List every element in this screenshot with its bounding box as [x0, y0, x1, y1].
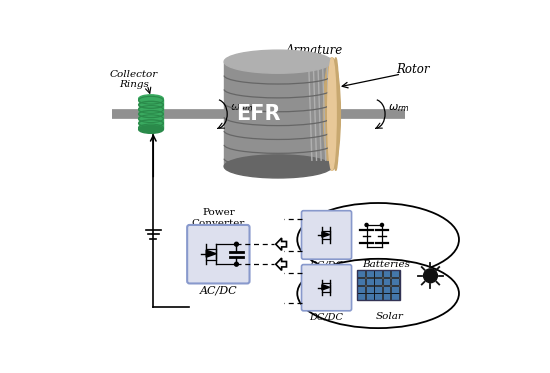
Circle shape	[365, 223, 368, 226]
Bar	[375, 278, 382, 285]
Ellipse shape	[323, 58, 340, 170]
Polygon shape	[322, 285, 329, 290]
Bar	[224, 62, 332, 166]
Text: Rotor: Rotor	[396, 63, 430, 76]
Circle shape	[234, 262, 238, 266]
Bar	[366, 286, 373, 293]
Bar	[139, 99, 163, 129]
Bar	[391, 270, 399, 277]
Ellipse shape	[139, 95, 163, 103]
Ellipse shape	[333, 58, 339, 170]
FancyBboxPatch shape	[301, 211, 351, 259]
Bar	[358, 294, 365, 300]
Bar	[383, 286, 390, 293]
Ellipse shape	[139, 115, 163, 122]
Bar	[366, 278, 373, 285]
Text: DC/DC: DC/DC	[310, 312, 344, 321]
Ellipse shape	[139, 126, 163, 133]
Bar	[391, 286, 399, 293]
Bar	[366, 270, 373, 277]
Bar	[356, 270, 400, 300]
Text: $\omega_{rm}$: $\omega_{rm}$	[388, 102, 410, 114]
Polygon shape	[276, 258, 287, 270]
Ellipse shape	[139, 106, 163, 113]
Bar	[358, 286, 365, 293]
Ellipse shape	[297, 259, 459, 328]
Text: Batteries: Batteries	[362, 260, 410, 269]
Ellipse shape	[224, 155, 332, 178]
Text: EFR: EFR	[236, 104, 281, 124]
Text: AC/DC: AC/DC	[200, 285, 237, 295]
Bar	[383, 278, 390, 285]
Circle shape	[381, 223, 383, 226]
Circle shape	[234, 242, 238, 246]
Bar	[375, 286, 382, 293]
Text: Power
Converter: Power Converter	[191, 208, 245, 228]
Text: DC/DC: DC/DC	[310, 260, 344, 269]
Ellipse shape	[328, 58, 336, 170]
Text: Armature: Armature	[287, 44, 344, 57]
Polygon shape	[206, 250, 216, 257]
Bar	[366, 294, 373, 300]
Circle shape	[424, 269, 437, 283]
Bar	[358, 278, 365, 285]
Bar	[375, 270, 382, 277]
Bar	[391, 278, 399, 285]
Polygon shape	[276, 238, 287, 250]
Bar	[383, 294, 390, 300]
Ellipse shape	[139, 96, 163, 104]
Text: Solar: Solar	[376, 312, 404, 321]
FancyBboxPatch shape	[301, 264, 351, 311]
Bar	[383, 270, 390, 277]
Ellipse shape	[224, 50, 332, 73]
Ellipse shape	[139, 124, 163, 132]
Bar	[375, 294, 382, 300]
Ellipse shape	[297, 203, 459, 276]
Bar	[358, 270, 365, 277]
Text: $\omega_{am}$: $\omega_{am}$	[230, 102, 254, 114]
FancyBboxPatch shape	[187, 225, 250, 283]
Polygon shape	[322, 232, 329, 237]
Text: Collector
Rings: Collector Rings	[110, 70, 158, 89]
Bar	[391, 294, 399, 300]
